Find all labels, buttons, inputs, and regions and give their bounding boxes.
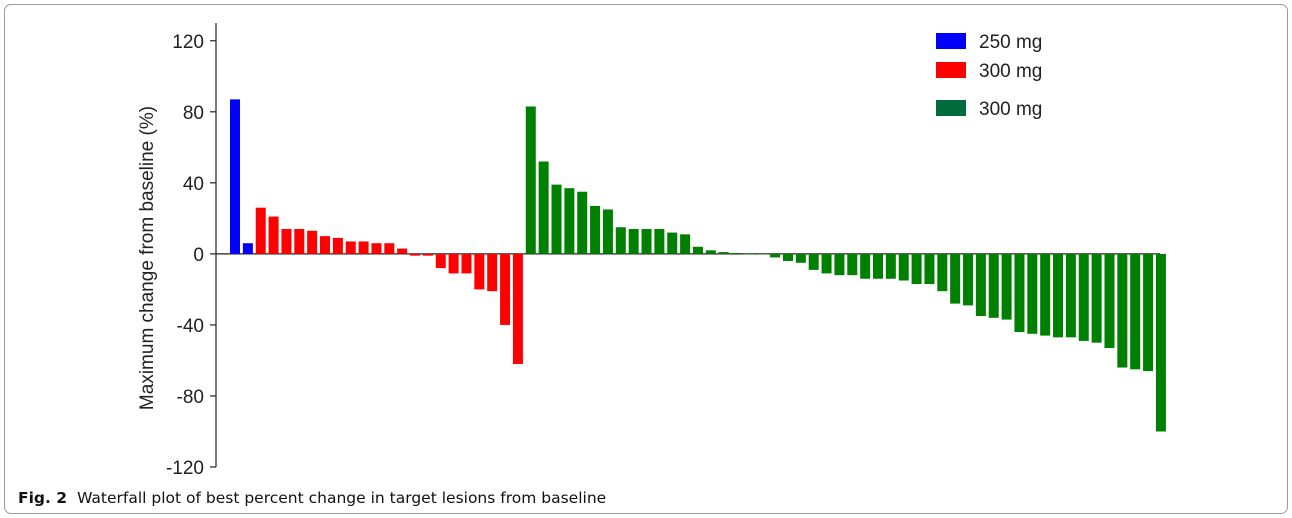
y-tick-label: -120	[166, 458, 204, 479]
bar-series-3	[577, 191, 588, 254]
bar-series-3	[1014, 253, 1025, 333]
bar-series-3	[628, 229, 639, 254]
bar-series-2	[345, 241, 356, 254]
bar-series-2	[461, 253, 472, 274]
bar-series-3	[590, 205, 601, 254]
bar-series-3	[860, 253, 871, 279]
bar-series-2	[384, 243, 395, 254]
bar-series-3	[654, 229, 665, 254]
bar-series-2	[397, 248, 408, 254]
bar-series-3	[757, 253, 768, 255]
y-tick-label: 40	[183, 174, 204, 195]
bar-series-3	[885, 253, 896, 279]
bar-series-2	[371, 243, 382, 254]
legend: 250 mg 300 mg 300 mg	[936, 32, 1042, 120]
bar-series-3	[963, 253, 974, 306]
bar-series-3	[782, 253, 793, 261]
bar-series-3	[525, 106, 536, 254]
bar-series-3	[770, 253, 781, 258]
bar-series-1	[242, 243, 253, 254]
bar-series-2	[332, 237, 343, 254]
bar-series-2	[474, 253, 485, 290]
bar-series-1	[230, 99, 240, 254]
y-axis-label: Maximum change from baseline (%)	[137, 106, 158, 410]
bar-series-3	[975, 253, 986, 317]
bar-series-3	[1117, 253, 1128, 368]
figure-frame	[4, 4, 1288, 514]
y-tick-label: 80	[183, 103, 204, 124]
bar-series-2	[320, 236, 331, 254]
legend-label-1: 250 mg	[979, 32, 1042, 53]
bar-series-3	[1027, 253, 1038, 334]
bar-series-3	[551, 184, 562, 254]
bar-series-3	[1091, 253, 1102, 343]
bar-series-3	[1001, 253, 1012, 320]
bar-series-2	[435, 253, 446, 269]
bar-series-3	[847, 253, 858, 276]
bar-series-3	[898, 253, 909, 281]
bar-series-3	[692, 246, 703, 254]
bar-series-2	[422, 253, 433, 256]
bar-series-3	[705, 250, 716, 254]
bar-series-3	[718, 252, 729, 254]
caption-text: Waterfall plot of best percent change in…	[77, 489, 607, 507]
bar-series-2	[255, 207, 266, 254]
legend-swatch-3	[936, 100, 966, 116]
bar-series-3	[641, 229, 652, 254]
caption-label: Fig. 2	[18, 489, 68, 507]
bar-series-3	[1078, 253, 1089, 341]
legend-swatch-2	[936, 62, 966, 78]
figure-caption: Fig. 2 Waterfall plot of best percent cha…	[18, 489, 606, 507]
bar-series-2	[281, 229, 292, 254]
bar-series-3	[615, 227, 626, 254]
bar-series-3	[1065, 253, 1076, 338]
bar-series-2	[512, 253, 523, 364]
bar-series-2	[268, 216, 279, 254]
y-tick-label: -80	[177, 387, 204, 408]
bar-series-2	[307, 230, 318, 254]
bar-series-2	[448, 253, 459, 274]
bar-series-2	[358, 241, 369, 254]
bar-series-3	[911, 253, 922, 285]
bar-series-3	[988, 253, 999, 318]
bar-series-2	[294, 229, 305, 254]
bar-series-3	[1040, 253, 1051, 336]
bar-series-3	[602, 209, 613, 254]
legend-swatch-1	[936, 33, 966, 49]
bar-series-2	[500, 253, 511, 325]
bar-series-3	[667, 232, 678, 254]
bar-series-3	[731, 252, 742, 254]
legend-label-3: 300 mg	[979, 99, 1042, 120]
bar-series-3	[924, 253, 935, 285]
bar-series-3	[873, 253, 883, 279]
y-tick-label: -40	[177, 316, 204, 337]
y-tick-label: 120	[172, 32, 204, 53]
y-axis: 120 80 40 0 -40 -80 -120	[166, 23, 217, 479]
bar-series-3	[795, 253, 806, 263]
bar-series-3	[1104, 253, 1115, 349]
bar-series-3	[1130, 253, 1141, 370]
bar-series-3	[564, 188, 575, 254]
bars-layer	[216, 99, 1166, 432]
bar-series-3	[834, 253, 845, 276]
bar-series-3	[950, 253, 961, 304]
bar-series-3	[744, 253, 755, 255]
bar-series-3	[808, 253, 819, 270]
bar-series-3	[937, 253, 948, 292]
legend-label-2: 300 mg	[979, 61, 1042, 82]
y-tick-label: 0	[193, 245, 204, 266]
bar-series-2	[410, 253, 421, 256]
bar-series-3	[1143, 253, 1154, 372]
bar-series-3	[1053, 253, 1064, 338]
bar-series-3	[538, 161, 549, 254]
bar-series-3	[680, 234, 691, 254]
bar-series-2	[487, 253, 498, 292]
bar-series-3	[821, 253, 832, 274]
bar-series-3	[1155, 253, 1166, 432]
